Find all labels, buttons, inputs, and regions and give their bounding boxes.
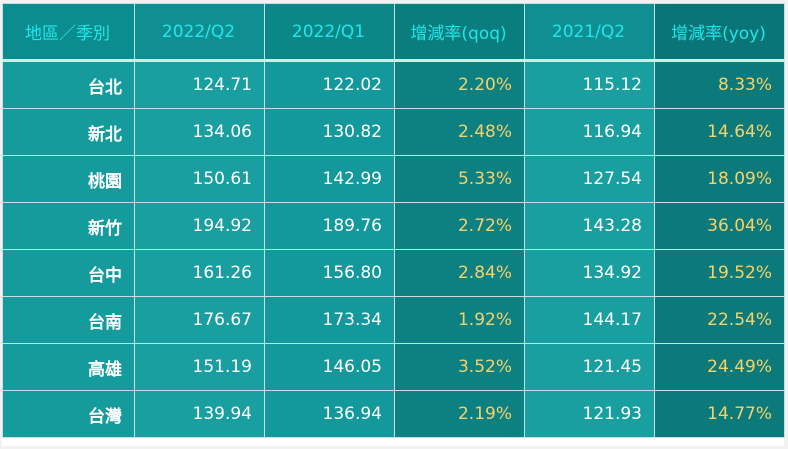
q1-2022-header: 2022/Q1	[264, 3, 395, 62]
q2-2021-header: 2021/Q2	[524, 3, 655, 62]
table-row: 台南 176.67 173.34 1.92% 144.17 22.54%	[2, 296, 785, 344]
yoy-rate-cell: 24.49%	[654, 343, 785, 391]
table-row: 新北 134.06 130.82 2.48% 116.94 14.64%	[2, 108, 785, 156]
yoy-rate-cell: 36.04%	[654, 202, 785, 250]
qoq-rate-cell: 3.52%	[394, 343, 525, 391]
q1-2022-cell: 136.94	[264, 390, 395, 438]
yoy-rate-header: 增減率(yoy)	[654, 3, 785, 62]
qoq-rate-cell: 2.48%	[394, 108, 525, 156]
q1-2022-cell: 142.99	[264, 155, 395, 203]
yoy-rate-cell: 19.52%	[654, 249, 785, 297]
table-header: 地區／季別 2022/Q2 2022/Q1 增減率(qoq) 2021/Q2 增減率(yo…	[2, 3, 785, 62]
region-cell: 新竹	[2, 202, 135, 250]
region-cell: 台北	[2, 60, 135, 109]
yoy-rate-cell: 8.33%	[654, 60, 785, 109]
region-cell: 桃園	[2, 155, 135, 203]
q2-2022-header: 2022/Q2	[134, 3, 265, 62]
q2-2022-cell: 150.61	[134, 155, 265, 203]
q1-2022-cell: 146.05	[264, 343, 395, 391]
table-body: 台北 124.71 122.02 2.20% 115.12 8.33% 新北 134.06 13…	[2, 60, 785, 438]
region-cell: 台南	[2, 296, 135, 344]
qoq-rate-cell: 2.20%	[394, 60, 525, 109]
q2-2022-cell: 176.67	[134, 296, 265, 344]
q2-2021-cell: 121.45	[524, 343, 655, 391]
q2-2021-cell: 127.54	[524, 155, 655, 203]
region-cell: 台灣	[2, 390, 135, 438]
table-row: 台中 161.26 156.80 2.84% 134.92 19.52%	[2, 249, 785, 297]
region-header: 地區／季別	[2, 3, 135, 62]
region-cell: 新北	[2, 108, 135, 156]
region-cell: 高雄	[2, 343, 135, 391]
yoy-rate-cell: 14.64%	[654, 108, 785, 156]
q2-2022-cell: 161.26	[134, 249, 265, 297]
table-row: 高雄 151.19 146.05 3.52% 121.45 24.49%	[2, 343, 785, 391]
q1-2022-cell: 189.76	[264, 202, 395, 250]
q2-2021-cell: 144.17	[524, 296, 655, 344]
q1-2022-cell: 122.02	[264, 60, 395, 109]
q2-2021-cell: 143.28	[524, 202, 655, 250]
table-row: 台北 124.71 122.02 2.20% 115.12 8.33%	[2, 60, 785, 109]
q2-2021-cell: 115.12	[524, 60, 655, 109]
qoq-rate-header: 增減率(qoq)	[394, 3, 525, 62]
q2-2022-cell: 139.94	[134, 390, 265, 438]
q1-2022-cell: 130.82	[264, 108, 395, 156]
yoy-rate-cell: 22.54%	[654, 296, 785, 344]
q2-2022-cell: 194.92	[134, 202, 265, 250]
price-table-container: 地區／季別 2022/Q2 2022/Q1 增減率(qoq) 2021/Q2 增減率(yo…	[2, 3, 785, 446]
table-row: 桃園 150.61 142.99 5.33% 127.54 18.09%	[2, 155, 785, 203]
yoy-rate-cell: 18.09%	[654, 155, 785, 203]
q2-2022-cell: 134.06	[134, 108, 265, 156]
q2-2022-cell: 151.19	[134, 343, 265, 391]
qoq-rate-cell: 2.19%	[394, 390, 525, 438]
qoq-rate-cell: 1.92%	[394, 296, 525, 344]
q1-2022-cell: 173.34	[264, 296, 395, 344]
q2-2022-cell: 124.71	[134, 60, 265, 109]
yoy-rate-cell: 14.77%	[654, 390, 785, 438]
header-row: 地區／季別 2022/Q2 2022/Q1 增減率(qoq) 2021/Q2 增減率(yo…	[2, 3, 785, 62]
q1-2022-cell: 156.80	[264, 249, 395, 297]
region-cell: 台中	[2, 249, 135, 297]
table-row: 台灣 139.94 136.94 2.19% 121.93 14.77%	[2, 390, 785, 438]
q2-2021-cell: 121.93	[524, 390, 655, 438]
q2-2021-cell: 134.92	[524, 249, 655, 297]
table-row: 新竹 194.92 189.76 2.72% 143.28 36.04%	[2, 202, 785, 250]
qoq-rate-cell: 5.33%	[394, 155, 525, 203]
price-index-table: 地區／季別 2022/Q2 2022/Q1 增減率(qoq) 2021/Q2 增減率(yo…	[2, 3, 785, 438]
qoq-rate-cell: 2.72%	[394, 202, 525, 250]
qoq-rate-cell: 2.84%	[394, 249, 525, 297]
q2-2021-cell: 116.94	[524, 108, 655, 156]
